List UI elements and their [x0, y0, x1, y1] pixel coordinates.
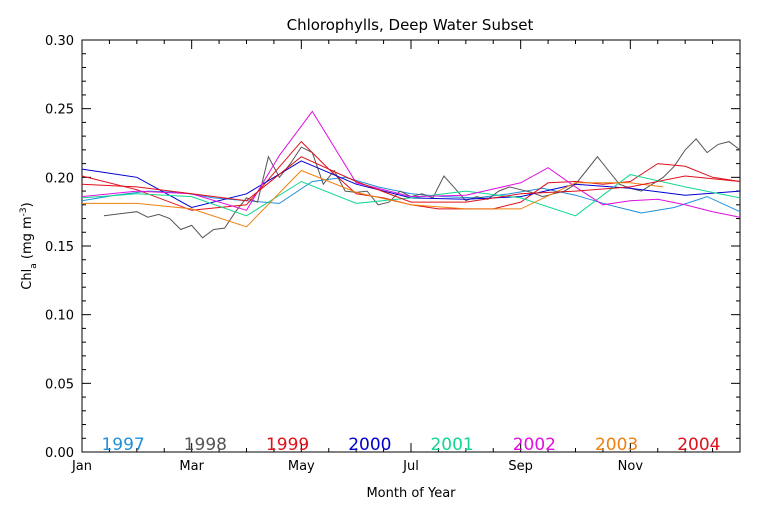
- series-line-2003: [82, 169, 664, 228]
- legend-entry-2003: 2003: [595, 435, 638, 455]
- x-tick-label: Mar: [179, 459, 204, 474]
- y-axis-label-main: Chl: [20, 269, 35, 290]
- x-tick-label: Nov: [618, 459, 644, 474]
- legend-entry-1998: 1998: [184, 435, 227, 455]
- series-line-1998: [103, 138, 741, 239]
- legend-entry-1999: 1999: [266, 435, 309, 455]
- y-axis-label: Chla (mg m-3): [19, 202, 39, 289]
- y-tick-label: 0.30: [45, 34, 74, 49]
- legend-entry-2000: 2000: [348, 435, 391, 455]
- legend-entry-1997: 1997: [101, 435, 144, 455]
- y-tick-label: 0.25: [45, 103, 74, 118]
- y-tick-label: 0.00: [45, 446, 74, 461]
- series-line-2004: [81, 156, 741, 203]
- chart-title: Chlorophylls, Deep Water Subset: [287, 16, 534, 34]
- legend-entry-2002: 2002: [513, 435, 556, 455]
- legend: 1997 1998 1999 2000 2001 2002 2003 2004: [101, 435, 720, 455]
- y-axis: 0.00 0.05 0.10 0.15 0.20 0.25 0.30: [45, 34, 740, 461]
- y-tick-label: 0.10: [45, 309, 74, 324]
- y-axis-label-units-end: ): [20, 202, 35, 207]
- x-tick-label: May: [288, 459, 315, 474]
- y-tick-label: 0.15: [45, 240, 74, 255]
- legend-entry-2001: 2001: [430, 435, 473, 455]
- x-tick-label: Jan: [71, 459, 92, 474]
- series-line-2001: [81, 174, 741, 217]
- y-tick-label: 0.05: [45, 377, 74, 392]
- y-axis-label-units: (mg m: [20, 216, 35, 263]
- x-axis: Jan Mar May Jul Sep Nov: [71, 40, 741, 474]
- y-axis-label-sub: a: [29, 263, 39, 269]
- legend-entry-2004: 2004: [677, 435, 720, 455]
- series-layer: [81, 110, 741, 239]
- y-axis-label-sup: -3: [19, 207, 29, 216]
- y-tick-label: 0.20: [45, 171, 74, 186]
- x-tick-label: Jul: [402, 459, 419, 474]
- x-axis-label: Month of Year: [366, 486, 456, 501]
- x-tick-label: Sep: [508, 459, 533, 474]
- series-line-2002: [81, 110, 741, 218]
- plot-frame: [81, 39, 741, 453]
